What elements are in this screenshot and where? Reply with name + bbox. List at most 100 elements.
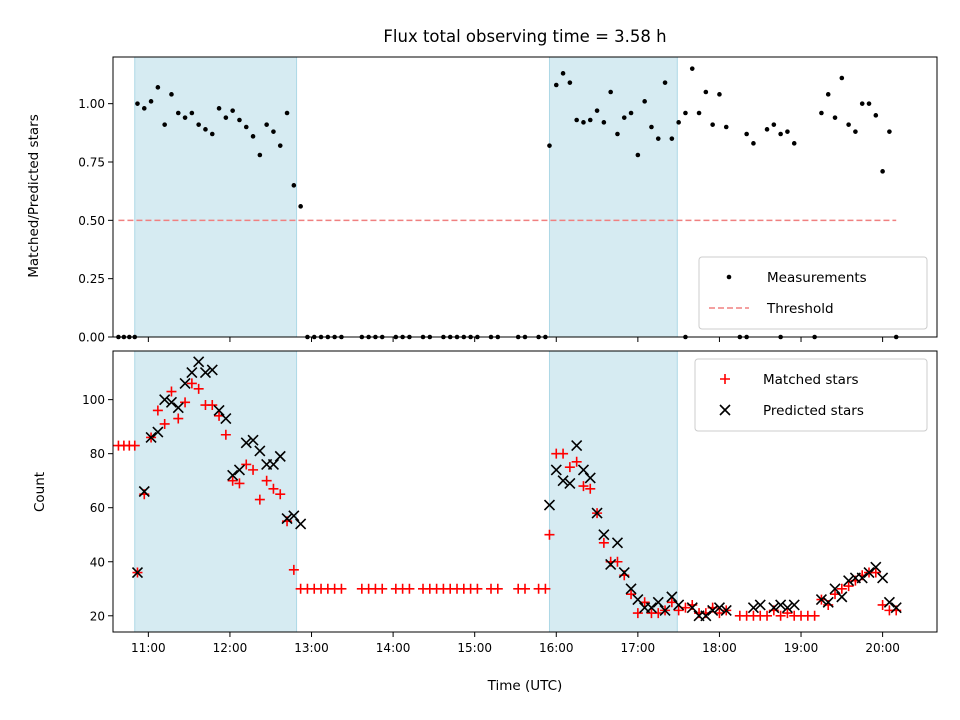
matched-stars-point bbox=[248, 464, 259, 475]
predicted-stars-point bbox=[754, 599, 766, 611]
bottom-panel-marks bbox=[113, 356, 902, 622]
predicted-stars-point bbox=[863, 566, 875, 579]
top-panel-y-ticks: 0.00 0.25 0.50 0.75 1.00 bbox=[78, 97, 113, 345]
predicted-stars-point bbox=[179, 377, 191, 389]
predicted-stars-point bbox=[220, 412, 232, 425]
measurements-point bbox=[169, 92, 174, 97]
matched-stars-point bbox=[288, 564, 299, 575]
top-panel-x-ticks bbox=[147, 337, 884, 342]
bottom-panel-y-axis-label: Count bbox=[32, 472, 48, 512]
measurements-point bbox=[785, 129, 790, 134]
bottom-panel-y-tick-label: 60 bbox=[90, 501, 105, 515]
predicted-stars-point bbox=[199, 367, 212, 379]
predicted-stars-point bbox=[274, 450, 286, 462]
predicted-stars-point bbox=[836, 591, 848, 603]
bottom-panel-x-ticks: 11:00 12:00 13:00 14:00 15:00 16:00 17:00 18:00… bbox=[131, 632, 900, 655]
measurements-point bbox=[839, 75, 845, 81]
predicted-stars-point bbox=[788, 599, 800, 611]
predicted-stars-point bbox=[557, 475, 569, 487]
x-axis-label: Time (UTC) bbox=[487, 678, 563, 694]
predicted-stars-point bbox=[652, 596, 664, 608]
measurements-point bbox=[676, 120, 681, 125]
bottom-panel-shades bbox=[134, 350, 678, 633]
predicted-stars-point bbox=[247, 434, 259, 446]
predicted-stars-point bbox=[605, 558, 617, 571]
matched-stars-point bbox=[782, 608, 793, 619]
matched-stars-point bbox=[472, 583, 483, 594]
predicted-stars-point bbox=[571, 440, 583, 452]
measurements-point bbox=[655, 136, 661, 141]
chart-title: Flux total observing time = 3.58 h bbox=[383, 27, 666, 46]
predicted-stars-point bbox=[233, 464, 246, 476]
measurements-point bbox=[196, 122, 201, 127]
predicted-stars-point bbox=[625, 583, 637, 595]
measurements-point bbox=[880, 169, 885, 174]
bottom-panel-y-ticks: 20 40 60 80 100 bbox=[82, 393, 113, 623]
top-panel-y-tick-label: 0.25 bbox=[78, 272, 105, 286]
predicted-stars-point bbox=[659, 604, 671, 616]
matched-stars-point bbox=[673, 605, 684, 616]
matched-stars-point bbox=[598, 537, 609, 548]
predicted-stars-point bbox=[611, 537, 624, 549]
measurements-point bbox=[284, 110, 290, 116]
measurements-point bbox=[791, 141, 797, 146]
predicted-stars-point bbox=[870, 561, 882, 573]
bottom-panel-shaded-interval bbox=[548, 350, 678, 633]
measurements-point bbox=[717, 92, 722, 97]
predicted-stars-point bbox=[822, 596, 834, 608]
predicted-stars-point bbox=[618, 566, 630, 579]
matched-stars-point bbox=[578, 481, 589, 492]
matched-stars-point bbox=[870, 567, 881, 578]
predicted-stars-point bbox=[159, 394, 171, 406]
measurements-point bbox=[135, 101, 140, 106]
top-panel-y-axis-label: Matched/Predicted stars bbox=[26, 114, 42, 277]
measurements-point bbox=[243, 124, 249, 130]
measurements-point bbox=[608, 89, 613, 95]
predicted-stars-point bbox=[288, 510, 300, 522]
predicted-stars-point bbox=[890, 602, 902, 614]
measurements-point bbox=[291, 183, 297, 188]
measurements-point bbox=[189, 110, 195, 116]
matched-stars-point bbox=[186, 378, 197, 389]
bottom-panel: 20 40 60 80 100 11:00 12:00 13:00 14:00 15:00 16:… bbox=[32, 350, 938, 655]
measurements-point bbox=[230, 108, 235, 113]
matched-stars-point bbox=[632, 608, 643, 619]
matched-stars-point bbox=[762, 610, 773, 621]
predicted-stars-point bbox=[843, 575, 855, 587]
x-tick-label: 16:00 bbox=[539, 641, 574, 655]
measurements-point bbox=[723, 124, 729, 130]
measurements-point bbox=[264, 122, 269, 127]
measurements-point bbox=[696, 110, 702, 116]
legend-measurements-swatch bbox=[726, 274, 732, 280]
measurements-point bbox=[887, 129, 892, 134]
predicted-stars-point bbox=[591, 507, 603, 519]
legend-label: Matched stars bbox=[763, 372, 859, 388]
x-tick-label: 19:00 bbox=[784, 641, 819, 655]
measurements-point bbox=[574, 117, 579, 123]
predicted-stars-point bbox=[815, 594, 827, 606]
measurements-point bbox=[825, 92, 831, 97]
measurements-point bbox=[277, 143, 283, 148]
predicted-stars-point bbox=[720, 604, 732, 616]
bottom-panel-y-tick-label: 100 bbox=[82, 393, 105, 407]
top-panel-y-tick-label: 1.00 bbox=[78, 97, 105, 111]
predicted-stars-point bbox=[172, 402, 184, 414]
measurements-point bbox=[223, 115, 229, 120]
measurements-point bbox=[594, 108, 600, 113]
predicted-stars-point bbox=[281, 512, 293, 525]
top-panel-legend-box bbox=[698, 256, 928, 330]
predicted-stars-point bbox=[877, 572, 889, 584]
matched-stars-point bbox=[268, 483, 279, 494]
measurements-point bbox=[846, 122, 851, 127]
measurements-point bbox=[182, 115, 188, 120]
measurements-point bbox=[203, 127, 208, 132]
matched-stars-point bbox=[404, 583, 415, 594]
measurements-point bbox=[155, 85, 161, 90]
bottom-panel-legend-box bbox=[694, 358, 928, 432]
predicted-stars-point bbox=[206, 364, 218, 376]
matched-stars-point bbox=[492, 583, 503, 594]
matched-stars-point bbox=[207, 400, 218, 411]
measurements-point bbox=[853, 129, 858, 134]
predicted-stars-point bbox=[645, 602, 658, 614]
